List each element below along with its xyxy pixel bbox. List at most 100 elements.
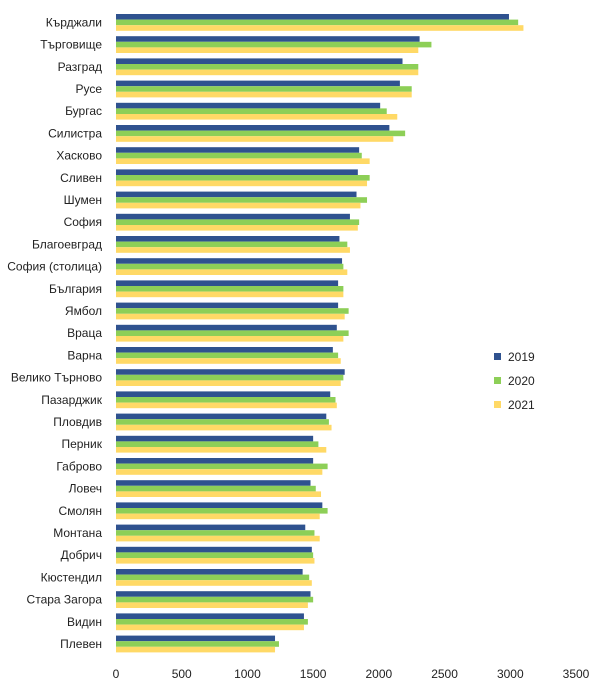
x-tick-label: 500	[172, 667, 192, 681]
bar-2021-22	[116, 513, 320, 520]
bar-2021-14	[116, 336, 344, 342]
bar-2020-3	[116, 86, 412, 92]
category-label: Варна	[67, 348, 102, 362]
category-label: Бургас	[65, 104, 102, 118]
bar-2021-4	[116, 114, 398, 120]
bar-2021-21	[116, 491, 322, 497]
bar-2021-13	[116, 313, 345, 320]
bar-2021-17	[116, 402, 337, 409]
bar-2019-21	[116, 480, 311, 486]
bar-2019-2	[116, 58, 403, 64]
category-label: Стара Загора	[27, 593, 103, 607]
bar-2020-11	[116, 263, 344, 270]
legend-swatch-2019	[494, 353, 501, 360]
bar-2019-3	[116, 80, 400, 87]
bar-2019-24	[116, 546, 312, 553]
legend-swatch-2021	[494, 401, 501, 408]
bar-2020-12	[116, 286, 344, 292]
bar-2020-27	[116, 619, 308, 625]
legend-label-2021: 2021	[508, 398, 535, 412]
bar-2020-0	[116, 19, 519, 26]
bar-2019-27	[116, 613, 304, 619]
bar-2021-0	[116, 25, 524, 31]
category-labels: Кърджали Търговище Разград Русе Бургас Силист…	[7, 15, 103, 651]
bar-2019-20	[116, 458, 314, 464]
category-label: София	[64, 215, 102, 229]
bar-2021-26	[116, 602, 308, 608]
bar-2020-28	[116, 641, 279, 647]
bar-2021-15	[116, 358, 341, 364]
bar-2019-26	[116, 591, 311, 597]
bar-2021-2	[116, 69, 419, 76]
x-axis-ticks: 0 500 1000 1500 2000 2500 3000 3500	[113, 667, 590, 681]
category-label: Пловдив	[53, 415, 102, 429]
bar-2020-20	[116, 463, 328, 470]
bar-2019-22	[116, 502, 323, 508]
bar-2020-14	[116, 330, 349, 336]
category-label: Монтана	[53, 526, 102, 540]
category-label: Видин	[67, 615, 102, 629]
bar-2019-28	[116, 635, 276, 642]
bar-2019-1	[116, 36, 420, 42]
bar-2019-12	[116, 280, 339, 286]
bar-2019-16	[116, 369, 345, 375]
bar-2021-6	[116, 158, 370, 164]
x-tick-label: 3500	[563, 667, 590, 681]
bar-2019-6	[116, 147, 360, 153]
bar-2019-19	[116, 435, 314, 442]
bar-2020-5	[116, 130, 406, 137]
category-label: Сливен	[60, 171, 102, 185]
category-label: България	[49, 282, 102, 296]
bar-2020-6	[116, 152, 362, 159]
bar-2020-9	[116, 219, 360, 225]
bar-2020-24	[116, 552, 314, 558]
bar-2019-7	[116, 169, 358, 175]
bar-2020-15	[116, 352, 339, 359]
bar-2020-21	[116, 485, 316, 492]
category-label: Разград	[58, 60, 102, 74]
bar-2021-9	[116, 225, 358, 231]
bar-2021-24	[116, 558, 315, 564]
bar-2020-7	[116, 175, 370, 181]
bar-2019-25	[116, 569, 303, 575]
category-label: Благоевград	[32, 237, 102, 251]
category-label: Смолян	[59, 504, 102, 518]
bar-2019-23	[116, 524, 306, 531]
bar-2019-0	[116, 14, 509, 20]
bar-2020-17	[116, 397, 336, 403]
category-label: Кърджали	[46, 15, 102, 29]
bar-2019-10	[116, 236, 340, 242]
bar-2019-15	[116, 347, 333, 353]
bar-2020-10	[116, 241, 348, 248]
bar-2020-25	[116, 574, 310, 581]
bar-2020-2	[116, 64, 419, 70]
x-tick-label: 0	[113, 667, 120, 681]
category-label: Търговище	[40, 38, 102, 52]
bar-2021-11	[116, 269, 348, 275]
bar-2020-16	[116, 374, 344, 381]
bar-2020-19	[116, 441, 319, 447]
category-label: Велико Търново	[11, 371, 102, 385]
bar-2019-11	[116, 258, 343, 264]
category-label: Враца	[67, 326, 102, 340]
bar-2020-1	[116, 41, 432, 48]
bar-2019-8	[116, 191, 357, 198]
bar-2019-5	[116, 125, 390, 131]
x-tick-label: 2500	[431, 667, 458, 681]
bar-2019-14	[116, 324, 337, 331]
x-tick-label: 2000	[366, 667, 393, 681]
category-label: София (столица)	[7, 260, 102, 274]
bar-2019-18	[116, 413, 327, 420]
bar-2021-27	[116, 624, 304, 631]
category-label: Шумен	[64, 193, 102, 207]
legend-swatch-2020	[494, 377, 501, 384]
bar-2021-3	[116, 91, 412, 98]
category-label: Кюстендил	[41, 570, 102, 584]
bar-2021-25	[116, 580, 312, 586]
category-label: Силистра	[48, 126, 102, 140]
bars-group	[116, 14, 524, 653]
bar-2021-20	[116, 469, 323, 475]
bar-2020-22	[116, 508, 328, 514]
x-tick-label: 3000	[497, 667, 524, 681]
